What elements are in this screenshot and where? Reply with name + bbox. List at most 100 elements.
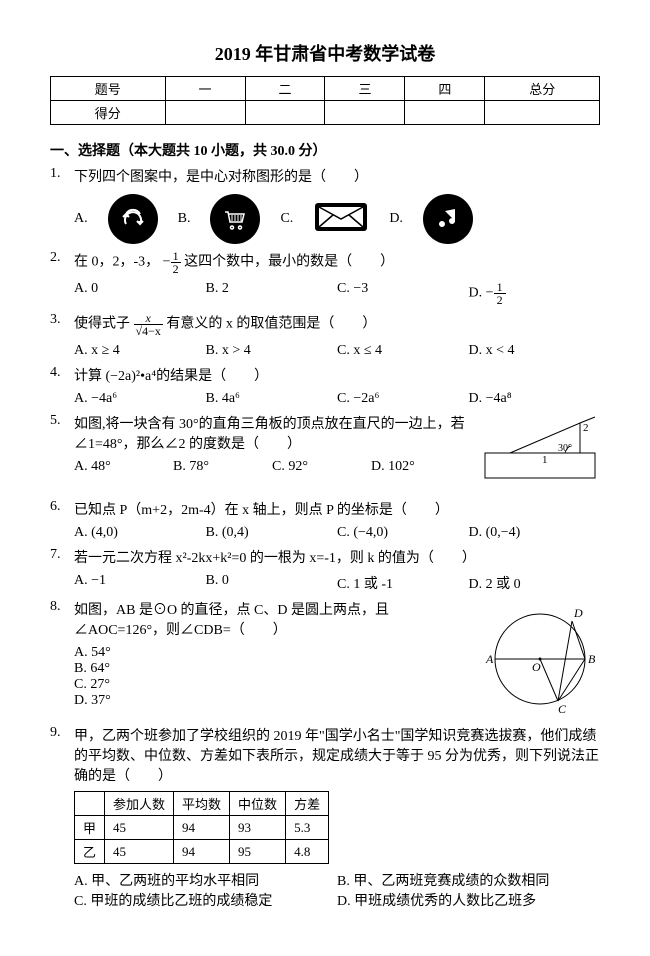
score-row-cell — [485, 101, 600, 125]
choice-d: D. −12 — [469, 281, 601, 306]
page-title: 2019 年甘肃省中考数学试卷 — [50, 40, 600, 66]
score-row-cell — [325, 101, 405, 125]
choice-c: C. 1 或 -1 — [337, 573, 469, 593]
choice-b: B. 甲、乙两班竞赛成绩的众数相同 — [337, 870, 600, 890]
question-1: 1. 下列四个图案中，是中心对称图形的是（ ） A. B. C. D. — [50, 166, 600, 244]
choice-label-a: A. — [74, 211, 88, 227]
choice-c: C. x ≤ 4 — [337, 343, 469, 359]
cart-icon — [210, 194, 260, 244]
choice-a: A. x ≥ 4 — [74, 343, 206, 359]
table-header: 参加人数 — [105, 792, 174, 816]
fraction: x√4−x — [134, 312, 163, 337]
question-text: 甲，乙两个班参加了学校组织的 2019 年"国学小名士"国学知识竞赛选拔赛，他们… — [74, 729, 599, 784]
score-header-cell: 题号 — [51, 77, 166, 101]
table-cell: 甲 — [75, 816, 105, 840]
question-3: 3. 使得式子 x√4−x 有意义的 x 的取值范围是（ ） A. x ≥ 4 … — [50, 312, 600, 359]
choice-b: B. 64° — [74, 661, 470, 677]
choice-a: A. 48° — [74, 459, 173, 475]
choice-c: C. (−4,0) — [337, 525, 469, 541]
choice-b: B. 2 — [206, 281, 338, 306]
choice-d: D. 2 或 0 — [469, 573, 601, 593]
score-table: 题号 一 二 三 四 总分 得分 — [50, 76, 600, 125]
table-cell: 95 — [230, 840, 286, 864]
choice-b: B. 78° — [173, 459, 272, 475]
table-header: 方差 — [286, 792, 329, 816]
choice-c: C. 92° — [272, 459, 371, 475]
question-number: 7. — [50, 547, 61, 563]
svg-text:C: C — [558, 702, 567, 716]
question-text: 若一元二次方程 x²-2kx+k²=0 的一根为 x=-1，则 k 的值为（ ） — [74, 551, 476, 566]
choice-a: A. 54° — [74, 645, 470, 661]
question-number: 6. — [50, 499, 61, 515]
choice-a: A. 甲、乙两班的平均水平相同 — [74, 870, 337, 890]
question-number: 8. — [50, 599, 61, 615]
score-header-cell: 总分 — [485, 77, 600, 101]
choice-d: D. −4a⁸ — [469, 391, 601, 407]
choice-c: C. 甲班的成绩比乙班的成绩稳定 — [74, 890, 337, 910]
recycle-icon — [108, 194, 158, 244]
section-1-title: 一、选择题（本大题共 10 小题，共 30.0 分） — [50, 140, 600, 160]
svg-text:D: D — [573, 606, 583, 620]
fraction: 12 — [171, 250, 181, 275]
choice-a: A. −1 — [74, 573, 206, 593]
choice-d: D. 甲班成绩优秀的人数比乙班多 — [337, 890, 600, 910]
question-number: 4. — [50, 365, 61, 381]
choice-a: A. 0 — [74, 281, 206, 306]
score-row-cell — [245, 101, 325, 125]
choice-c: C. −2a⁶ — [337, 391, 469, 407]
choice-b: B. 4a⁶ — [206, 391, 338, 407]
question-8: 8. A B C D O 如图，AB 是⊙O 的直径，点 C、D 是圆上两点，且… — [50, 599, 600, 719]
music-icon — [423, 194, 473, 244]
score-row-cell: 得分 — [51, 101, 166, 125]
question-number: 9. — [50, 725, 61, 741]
choice-c: C. −3 — [337, 281, 469, 306]
question-number: 2. — [50, 250, 61, 266]
question-text-prefix: 使得式子 — [74, 317, 130, 332]
triangle-ruler-figure: 2 30° 1 — [480, 413, 600, 493]
score-header-cell: 四 — [405, 77, 485, 101]
question-7: 7. 若一元二次方程 x²-2kx+k²=0 的一根为 x=-1，则 k 的值为… — [50, 547, 600, 593]
choice-a: A. −4a⁶ — [74, 391, 206, 407]
choice-d: D. (0,−4) — [469, 525, 601, 541]
question-5: 5. 2 30° 1 如图,将一块含有 30°的直角三角板的顶点放在直尺的一边上… — [50, 413, 600, 493]
choice-label-b: B. — [178, 211, 191, 227]
question-text-suffix: 有意义的 x 的取值范围是（ ） — [166, 317, 376, 332]
question-number: 5. — [50, 413, 61, 429]
svg-text:O: O — [532, 660, 541, 674]
table-cell: 4.8 — [286, 840, 329, 864]
choice-label-d: D. — [389, 211, 403, 227]
score-header-cell: 一 — [165, 77, 245, 101]
table-cell: 45 — [105, 816, 174, 840]
question-text: 如图,将一块含有 30°的直角三角板的顶点放在直尺的一边上，若∠1=48°，那么… — [74, 417, 465, 452]
svg-text:B: B — [588, 652, 596, 666]
choice-a: A. (4,0) — [74, 525, 206, 541]
choice-b: B. 0 — [206, 573, 338, 593]
question-6: 6. 已知点 P（m+2，2m-4）在 x 轴上，则点 P 的坐标是（ ） A.… — [50, 499, 600, 541]
table-cell: 94 — [174, 816, 230, 840]
question-text: 已知点 P（m+2，2m-4）在 x 轴上，则点 P 的坐标是（ ） — [74, 503, 449, 518]
svg-text:2: 2 — [583, 422, 589, 434]
choice-d: D. 102° — [371, 459, 470, 475]
table-cell: 5.3 — [286, 816, 329, 840]
question-text: 如图，AB 是⊙O 的直径，点 C、D 是圆上两点，且∠AOC=126°，则∠C… — [74, 603, 389, 638]
question-text-prefix: 在 0，2，-3， — [74, 255, 159, 270]
choice-d: D. x < 4 — [469, 343, 601, 359]
question-text-suffix: 这四个数中，最小的数是（ ） — [184, 255, 394, 270]
table-header: 平均数 — [174, 792, 230, 816]
question-text: 计算 (−2a)²•a⁴的结果是（ ） — [74, 369, 268, 384]
score-row-cell — [165, 101, 245, 125]
table-cell: 乙 — [75, 840, 105, 864]
svg-text:1: 1 — [542, 454, 548, 466]
stats-table: 参加人数 平均数 中位数 方差 甲 45 94 93 5.3 乙 45 94 9… — [74, 791, 329, 864]
envelope-icon — [313, 197, 369, 242]
question-number: 3. — [50, 312, 61, 328]
choice-b: B. x > 4 — [206, 343, 338, 359]
score-header-cell: 三 — [325, 77, 405, 101]
table-cell: 94 — [174, 840, 230, 864]
table-header — [75, 792, 105, 816]
question-text: 下列四个图案中，是中心对称图形的是（ ） — [74, 170, 368, 185]
score-row-cell — [405, 101, 485, 125]
question-2: 2. 在 0，2，-3， −12 这四个数中，最小的数是（ ） A. 0 B. … — [50, 250, 600, 306]
table-cell: 45 — [105, 840, 174, 864]
question-number: 1. — [50, 166, 61, 182]
